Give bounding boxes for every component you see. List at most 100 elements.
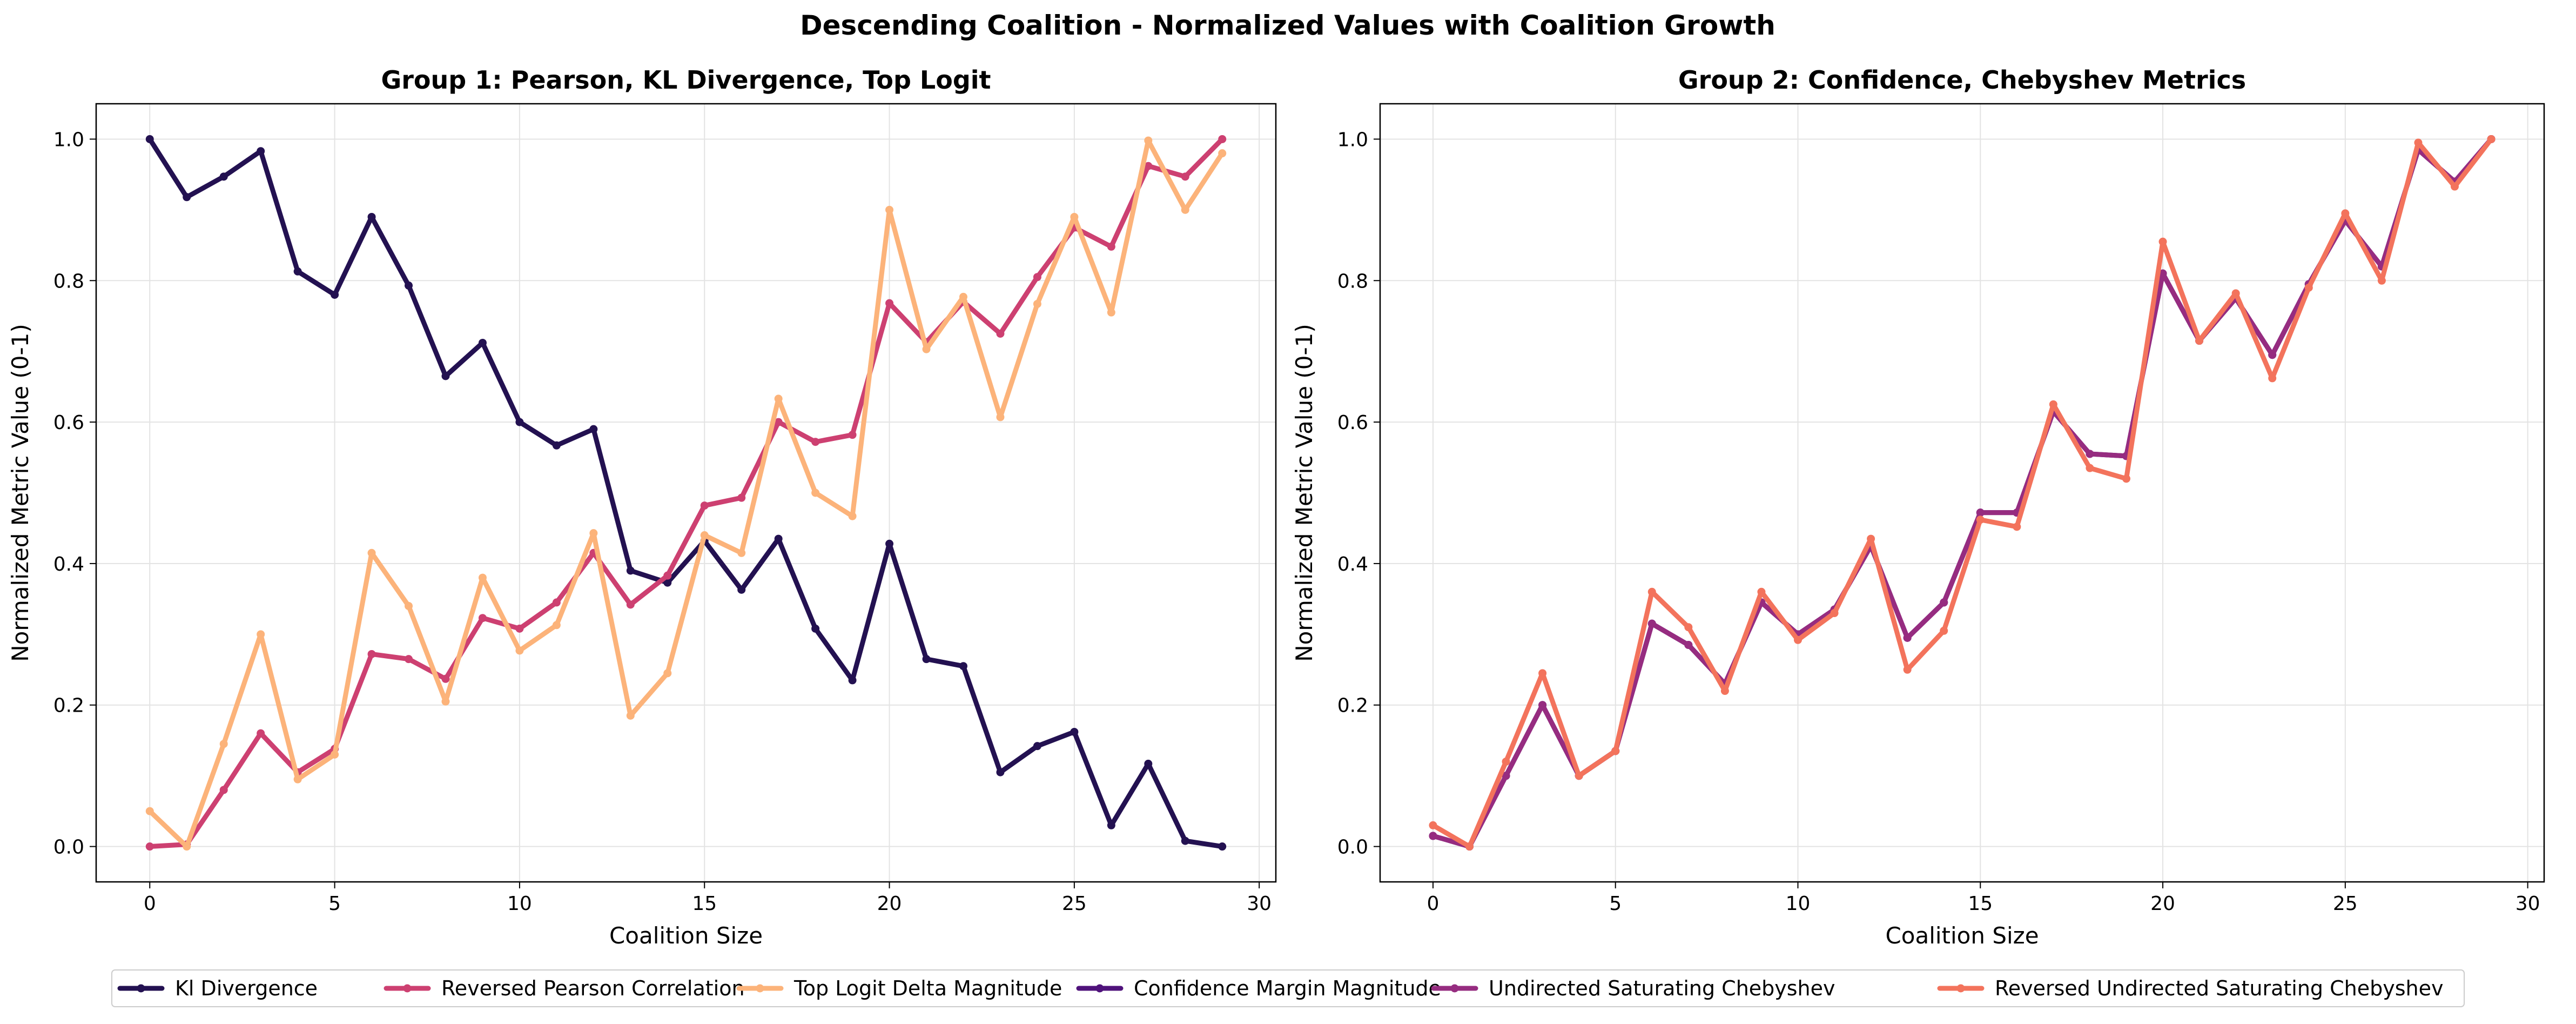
- data-point-kl-divergence: [405, 281, 413, 290]
- data-point-top-logit-delta-magnitude: [257, 630, 265, 639]
- y-axis-label: Normalized Metric Value (0-1): [7, 324, 33, 662]
- x-tick-label: 5: [1609, 893, 1622, 915]
- data-point-kl-divergence: [589, 425, 598, 433]
- data-point-top-logit-delta-magnitude: [183, 842, 191, 851]
- data-point-reversed-pearson-correlation: [441, 674, 450, 683]
- data-point-reversed-undirected-saturating-chebyshev: [2013, 523, 2021, 531]
- legend-marker-confidence-margin-magnitude: [1095, 984, 1104, 993]
- data-point-undirected-saturating-chebyshev: [1502, 772, 1510, 780]
- legend-marker-undirected-saturating-chebyshev: [1450, 984, 1459, 993]
- data-point-undirected-saturating-chebyshev: [1903, 633, 1912, 642]
- data-point-reversed-undirected-saturating-chebyshev: [1684, 623, 1693, 632]
- data-point-kl-divergence: [367, 212, 376, 221]
- data-point-reversed-undirected-saturating-chebyshev: [2086, 464, 2094, 472]
- data-point-kl-divergence: [1144, 759, 1153, 768]
- legend-box: [111, 969, 2465, 1007]
- legend-label: Undirected Saturating Chebyshev: [1489, 976, 1835, 1000]
- data-point-undirected-saturating-chebyshev: [1538, 701, 1547, 710]
- data-point-kl-divergence: [478, 338, 487, 347]
- data-point-top-logit-delta-magnitude: [441, 697, 450, 706]
- panel-title: Group 2: Confidence, Chebyshev Metrics: [1678, 65, 2246, 95]
- plot-frame: [95, 103, 1277, 883]
- data-point-undirected-saturating-chebyshev: [1647, 619, 1656, 628]
- series-line-reversed-pearson-correlation: [147, 136, 1225, 849]
- data-point-reversed-pearson-correlation: [405, 655, 413, 664]
- series-line-reversed-undirected-saturating-chebyshev: [1430, 136, 2494, 849]
- data-point-reversed-pearson-correlation: [700, 501, 709, 510]
- data-point-reversed-undirected-saturating-chebyshev: [1867, 534, 1875, 543]
- data-point-reversed-undirected-saturating-chebyshev: [1757, 587, 1766, 596]
- data-point-kl-divergence: [626, 566, 635, 575]
- y-tick-label: 0.8: [53, 270, 84, 292]
- data-point-top-logit-delta-magnitude: [848, 512, 857, 520]
- data-point-reversed-undirected-saturating-chebyshev: [1575, 772, 1583, 780]
- data-point-top-logit-delta-magnitude: [922, 345, 931, 353]
- data-point-top-logit-delta-magnitude: [663, 669, 672, 678]
- data-point-reversed-pearson-correlation: [478, 614, 487, 623]
- data-point-top-logit-delta-magnitude: [515, 646, 524, 655]
- legend-label: Top Logit Delta Magnitude: [793, 976, 1062, 1000]
- data-point-top-logit-delta-magnitude: [626, 711, 635, 720]
- y-tick-label: 0.0: [53, 836, 84, 859]
- data-point-reversed-undirected-saturating-chebyshev: [2450, 182, 2459, 191]
- figure-title: Descending Coalition - Normalized Values…: [800, 10, 1775, 41]
- data-point-top-logit-delta-magnitude: [1033, 299, 1041, 308]
- x-tick-label: 10: [507, 893, 532, 915]
- x-tick-label: 30: [2516, 893, 2540, 915]
- data-point-kl-divergence: [774, 534, 783, 543]
- data-point-top-logit-delta-magnitude: [996, 413, 1005, 421]
- data-point-reversed-undirected-saturating-chebyshev: [1976, 516, 1985, 524]
- data-point-reversed-pearson-correlation: [1144, 162, 1153, 170]
- data-point-top-logit-delta-magnitude: [885, 205, 894, 214]
- data-point-top-logit-delta-magnitude: [478, 573, 487, 582]
- legend-label: Kl Divergence: [175, 976, 318, 1000]
- data-point-top-logit-delta-magnitude: [737, 548, 746, 557]
- data-point-reversed-undirected-saturating-chebyshev: [2231, 289, 2240, 298]
- data-point-reversed-undirected-saturating-chebyshev: [1794, 635, 1802, 644]
- data-point-reversed-pearson-correlation: [219, 786, 228, 794]
- data-point-undirected-saturating-chebyshev: [2086, 450, 2094, 458]
- data-point-undirected-saturating-chebyshev: [1684, 640, 1693, 649]
- data-point-top-logit-delta-magnitude: [589, 529, 598, 538]
- data-point-reversed-pearson-correlation: [737, 493, 746, 502]
- data-point-kl-divergence: [885, 539, 894, 548]
- x-tick-label: 0: [144, 893, 156, 915]
- data-point-top-logit-delta-magnitude: [331, 750, 339, 759]
- data-point-reversed-pearson-correlation: [145, 842, 154, 851]
- data-point-kl-divergence: [959, 662, 967, 671]
- data-point-top-logit-delta-magnitude: [811, 488, 820, 497]
- y-tick-label: 0.8: [1337, 270, 1368, 292]
- x-tick-label: 20: [2150, 893, 2175, 915]
- data-point-kl-divergence: [515, 418, 524, 426]
- x-tick-label: 25: [1062, 893, 1087, 915]
- data-point-reversed-undirected-saturating-chebyshev: [1465, 842, 1474, 851]
- data-point-top-logit-delta-magnitude: [219, 740, 228, 748]
- data-point-reversed-undirected-saturating-chebyshev: [1830, 609, 1839, 618]
- y-tick-label: 0.2: [1337, 695, 1368, 717]
- data-point-reversed-pearson-correlation: [626, 600, 635, 609]
- panel-title: Group 1: Pearson, KL Divergence, Top Log…: [381, 65, 991, 95]
- x-axis-label: Coalition Size: [609, 922, 763, 949]
- legend-marker-reversed-pearson-correlation: [403, 984, 412, 993]
- legend-label: Reversed Undirected Saturating Chebyshev: [1995, 976, 2443, 1000]
- x-tick-label: 10: [1786, 893, 1811, 915]
- data-point-reversed-undirected-saturating-chebyshev: [2414, 138, 2423, 147]
- data-point-kl-divergence: [552, 441, 561, 450]
- data-point-kl-divergence: [737, 585, 746, 594]
- data-point-reversed-undirected-saturating-chebyshev: [1720, 687, 1729, 695]
- data-point-kl-divergence: [1107, 821, 1115, 829]
- data-point-reversed-undirected-saturating-chebyshev: [1903, 665, 1912, 674]
- data-point-reversed-pearson-correlation: [996, 329, 1005, 338]
- x-tick-label: 25: [2333, 893, 2358, 915]
- data-point-reversed-pearson-correlation: [1218, 135, 1227, 143]
- data-point-reversed-undirected-saturating-chebyshev: [2377, 276, 2386, 285]
- data-point-reversed-pearson-correlation: [257, 729, 265, 738]
- data-point-reversed-undirected-saturating-chebyshev: [2487, 135, 2496, 143]
- data-point-top-logit-delta-magnitude: [774, 394, 783, 403]
- data-point-reversed-pearson-correlation: [367, 650, 376, 658]
- data-point-reversed-undirected-saturating-chebyshev: [1940, 626, 1948, 635]
- plot-frame: [1379, 103, 2545, 883]
- data-point-undirected-saturating-chebyshev: [2158, 269, 2167, 278]
- data-point-top-logit-delta-magnitude: [959, 292, 967, 301]
